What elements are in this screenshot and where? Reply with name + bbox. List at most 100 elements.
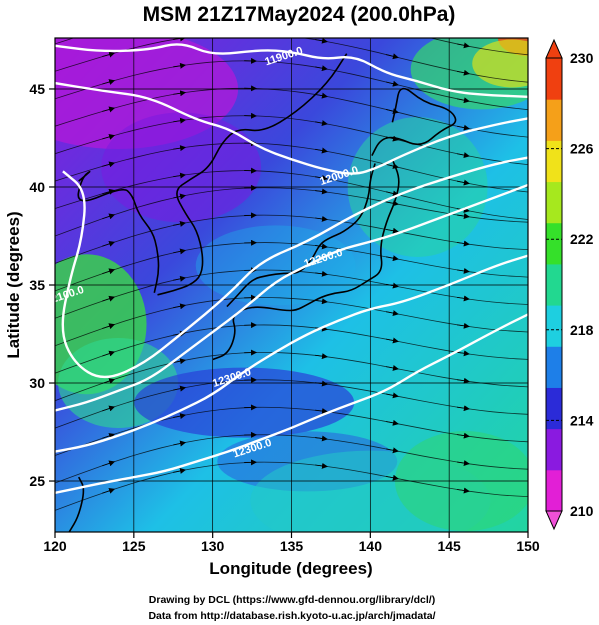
contour-line (55, 183, 528, 412)
streamline-arrow (315, 65, 328, 72)
x-tick-label: 140 (359, 538, 383, 554)
x-axis: 120 125 130 135 140 145 150 (43, 532, 540, 554)
contour-line (55, 81, 528, 175)
streamline-arrow (173, 303, 187, 310)
y-tick-label: 25 (29, 473, 45, 489)
streamline-arrow (456, 350, 470, 357)
colorbar: 210 214 218 222 226 230 (545, 38, 594, 531)
streamline-arrow (315, 38, 328, 44)
streamline-arrow (102, 26, 114, 29)
colorbar-tick-label: 218 (570, 322, 594, 338)
streamline-arrow (102, 79, 116, 85)
x-tick-label: 135 (280, 538, 304, 554)
streamline-arrow (173, 385, 187, 392)
streamline-arrow (456, 240, 470, 247)
streamline-arrow (315, 462, 328, 469)
colorbar-tick-label: 226 (570, 141, 594, 157)
streamline-arrow (386, 27, 398, 30)
y-tick-label: 40 (29, 179, 45, 195)
streamline-arrow (386, 392, 399, 399)
colorbar-band (546, 140, 562, 183)
streamline-arrow (386, 108, 399, 115)
streamline-arrow (386, 255, 399, 262)
streamline-arrow (386, 80, 399, 87)
gridlines (55, 38, 528, 532)
colorbar-band (546, 99, 562, 141)
streamline-arrow (315, 298, 328, 305)
colorbar-band (546, 305, 562, 347)
streamline-arrow (315, 175, 328, 181)
x-tick-label: 130 (201, 538, 225, 554)
streamline-arrow (386, 200, 399, 207)
streamline-arrow (173, 221, 187, 227)
streamline-arrow (315, 92, 328, 99)
x-tick-label: 150 (516, 538, 540, 554)
color-region (134, 367, 355, 438)
streamline-arrow (456, 97, 470, 104)
coastline-segment (77, 170, 160, 293)
streamline-arrow (456, 152, 470, 159)
streamline-arrow (173, 358, 187, 365)
color-region (472, 39, 528, 88)
streamline-arrow (102, 188, 116, 195)
streamline-arrow (456, 213, 470, 220)
x-axis-title: Longitude (degrees) (209, 559, 372, 578)
streamline-arrow (386, 282, 399, 289)
streamline-arrow (102, 134, 116, 140)
streamline-arrow (173, 413, 187, 420)
colorbar-band (546, 469, 562, 512)
streamline-arrow (456, 69, 470, 76)
streamline-arrow (315, 120, 328, 127)
streamline (55, 38, 528, 83)
streamline-arrow (102, 161, 116, 168)
coastline-segment (157, 53, 348, 296)
contour-line (55, 43, 528, 98)
x-tick-label: 120 (43, 538, 67, 554)
colorbar-min-arrow (545, 510, 563, 531)
y-tick-label: 35 (29, 277, 45, 293)
streamline-arrow (173, 468, 187, 474)
streamline-arrow (102, 405, 116, 412)
streamline-arrow (102, 51, 116, 58)
streamline-arrow (173, 145, 187, 152)
y-axis: 25 30 35 40 45 (29, 81, 55, 489)
streamline-arrow (456, 432, 470, 439)
streamline-arrow (315, 408, 328, 414)
streamline-arrow (173, 193, 187, 200)
streamline-arrow (315, 188, 328, 195)
color-region (101, 112, 262, 223)
streamline-arrow (456, 42, 470, 49)
footer-credit-line: Drawing by DCL (https://www.gfd-dennou.o… (149, 594, 435, 606)
streamline-arrow (456, 405, 470, 412)
streamline-arrow (173, 172, 187, 179)
streamline-arrow (456, 487, 470, 494)
streamline-arrow (456, 179, 470, 186)
plot-area: 11900.012000.012100.012200.012300.012300… (55, 26, 528, 532)
streamline-arrow (102, 240, 116, 247)
streamline-arrow (173, 117, 187, 124)
contour-line (61, 156, 528, 379)
colorbar-tick-label: 214 (570, 412, 594, 428)
streamline-arrow (386, 227, 399, 234)
x-tick-label: 145 (437, 538, 461, 554)
streamline-arrow (102, 295, 116, 302)
colorbar-band (546, 428, 562, 471)
streamline-arrow (315, 270, 328, 277)
streamline-arrow (456, 322, 470, 329)
streamline (55, 38, 528, 56)
streamline-arrow (315, 147, 328, 154)
streamline-arrow (386, 474, 399, 481)
streamline-arrow (102, 433, 116, 439)
streamline-arrow (456, 377, 470, 384)
streamline-arrow (173, 248, 187, 255)
streamline-arrow (102, 106, 116, 113)
x-tick-label: 125 (122, 538, 146, 554)
streamline-arrow (173, 440, 187, 447)
streamline-arrow (102, 213, 116, 220)
streamline-arrow (315, 353, 328, 360)
streamline-arrow (386, 190, 399, 197)
streamline-arrow (315, 215, 328, 222)
y-axis-title: Latitude (degrees) (4, 211, 23, 358)
streamline-arrow (102, 268, 116, 275)
